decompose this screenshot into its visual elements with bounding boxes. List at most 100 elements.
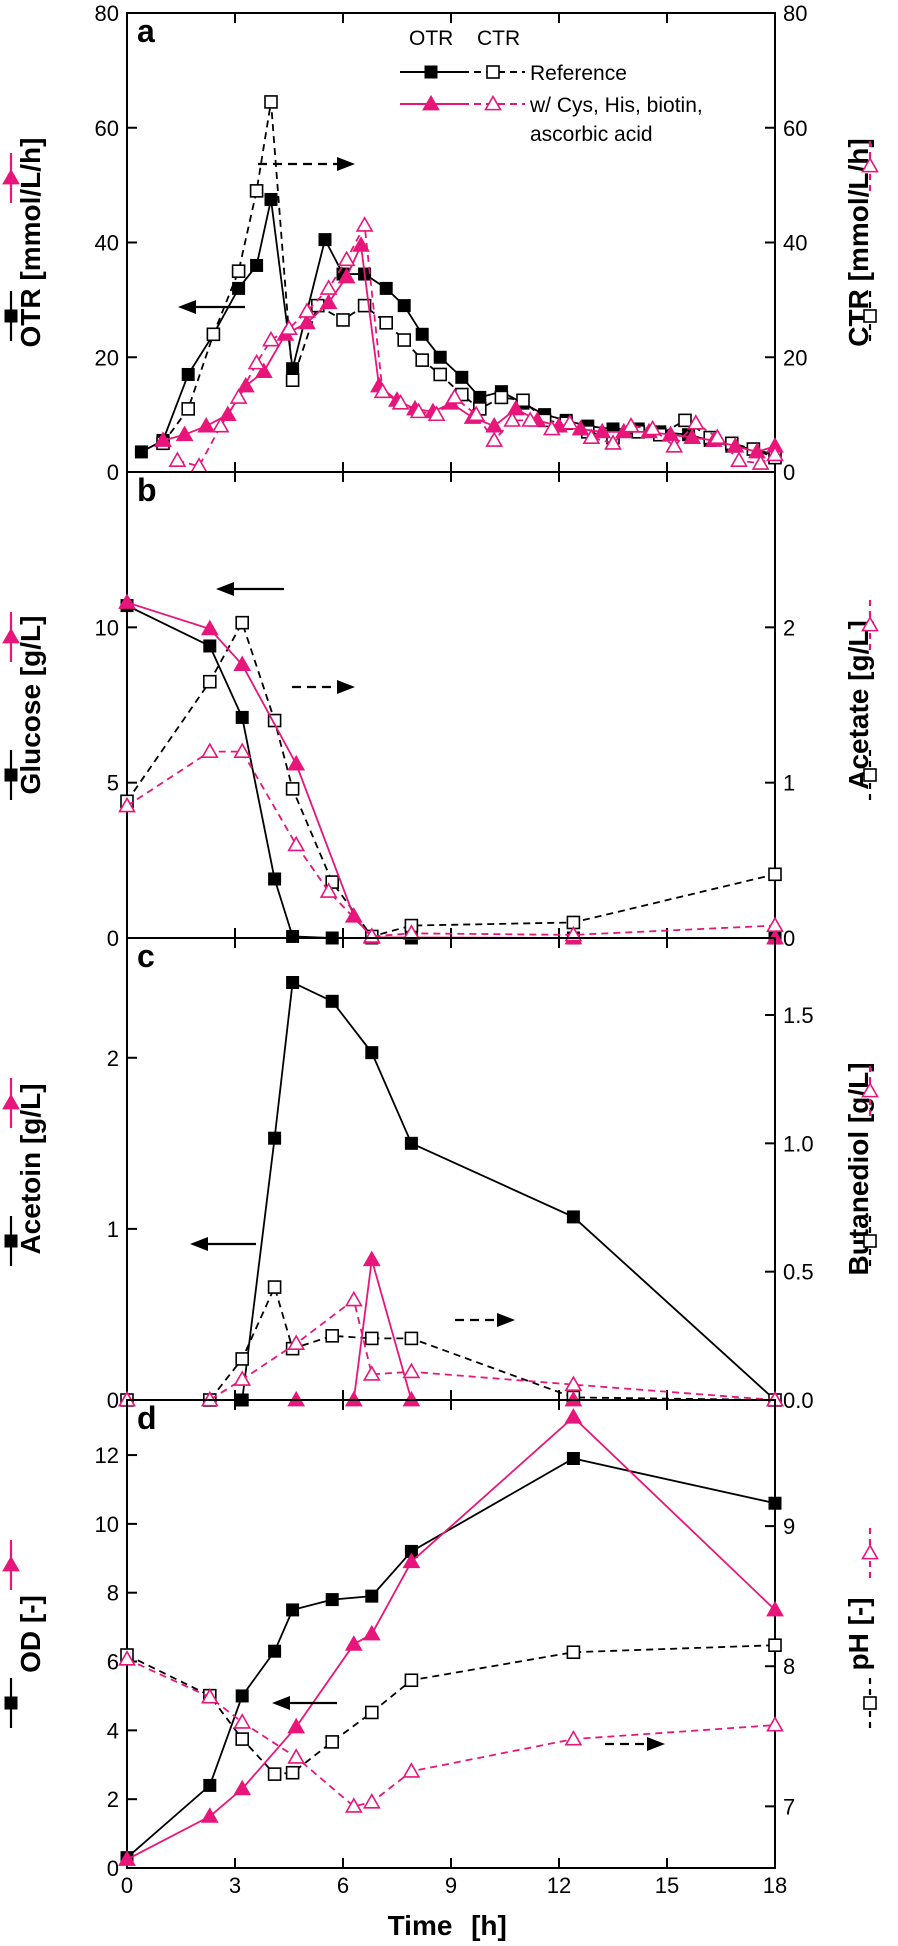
- right-tick-label: 2: [783, 615, 795, 640]
- data-point: [564, 1408, 583, 1424]
- data-point: [344, 1290, 363, 1307]
- key-marker: [2, 1093, 20, 1110]
- data-point: [373, 382, 392, 399]
- data-point: [203, 639, 217, 653]
- right-axis-arrow: [258, 157, 355, 171]
- data-point: [415, 327, 429, 341]
- data-point: [203, 674, 217, 689]
- data-point: [235, 1689, 249, 1703]
- right-tick-label: 0.5: [783, 1260, 814, 1285]
- data-point: [118, 1650, 136, 1666]
- data-point: [402, 1762, 421, 1778]
- series-line: [162, 101, 776, 459]
- plot-frame: [126, 1399, 776, 1869]
- data-point: [233, 742, 252, 759]
- data-point: [643, 419, 662, 436]
- right-tick-label: 20: [783, 345, 807, 370]
- data-point: [298, 313, 316, 330]
- left-tick-label: 10: [95, 1512, 119, 1537]
- left-axis-arrow: [216, 582, 284, 596]
- data-point: [235, 615, 249, 630]
- series-ph-treatment: [118, 1650, 784, 1813]
- key-marker: [4, 309, 18, 323]
- right-axis-title: Acetate [g/L]: [843, 620, 874, 790]
- data-point: [404, 1136, 418, 1150]
- right-tick-label: 0: [783, 460, 795, 485]
- plot-frame: [126, 471, 776, 939]
- data-point: [118, 1850, 136, 1866]
- right-key-reference: [863, 1216, 877, 1266]
- left-tick-label: 4: [107, 1718, 119, 1743]
- data-point: [250, 258, 264, 272]
- left-tick-label: 10: [95, 615, 119, 640]
- data-point: [287, 835, 306, 852]
- left-axis-title: Acetoin [g/L]: [15, 1083, 46, 1254]
- data-point: [364, 1705, 379, 1720]
- data-point: [402, 1362, 421, 1379]
- data-point: [362, 1250, 381, 1267]
- data-point: [751, 454, 770, 470]
- data-point: [766, 1715, 784, 1732]
- key-marker: [4, 1234, 18, 1248]
- data-point: [467, 405, 486, 422]
- key-marker: [4, 1696, 18, 1710]
- data-point: [362, 1624, 381, 1641]
- key-marker: [4, 768, 18, 782]
- data-point: [521, 411, 540, 427]
- left-key-treatment: [2, 612, 20, 662]
- legend-treatment-label-2: ascorbic acid: [530, 123, 653, 146]
- data-point: [768, 1496, 782, 1510]
- right-tick-label: 0.0: [783, 1388, 814, 1413]
- series-line: [126, 1658, 776, 1808]
- data-point: [516, 393, 530, 408]
- key-marker: [863, 1696, 877, 1710]
- data-point: [319, 882, 338, 898]
- left-key-treatment: [2, 153, 20, 203]
- right-tick-label: 1.0: [783, 1131, 814, 1156]
- data-point: [683, 428, 702, 445]
- data-point: [355, 216, 374, 232]
- data-point: [678, 413, 692, 428]
- data-point: [200, 742, 219, 759]
- data-point: [325, 994, 339, 1008]
- plot-frame: [126, 937, 776, 1401]
- x-axis-title: Time: [388, 1910, 453, 1941]
- data-point: [267, 1280, 282, 1294]
- series-line: [126, 601, 775, 939]
- left-tick-label: 2: [107, 1046, 119, 1071]
- data-point: [233, 1713, 252, 1729]
- data-point: [249, 184, 264, 198]
- key-marker: [861, 1543, 879, 1560]
- data-point: [154, 431, 172, 447]
- data-point: [285, 1765, 300, 1780]
- data-point: [235, 710, 249, 724]
- left-axis-title: Glucose [g/L]: [15, 616, 46, 795]
- right-tick-label: 9: [783, 1514, 795, 1539]
- data-point: [236, 376, 255, 393]
- data-point: [445, 388, 464, 404]
- data-point: [337, 267, 356, 284]
- series-acetoin-reference: [120, 975, 782, 1407]
- left-tick-label: 0: [107, 926, 119, 951]
- right-key-reference: [863, 750, 877, 800]
- key-marker: [863, 309, 877, 323]
- legend-marker: [486, 65, 500, 79]
- key-marker: [2, 168, 20, 185]
- data-point: [344, 1635, 363, 1651]
- data-point: [665, 437, 684, 453]
- series-acetate-treatment: [118, 742, 784, 943]
- right-key-treatment: [861, 600, 879, 650]
- data-point: [365, 1589, 379, 1603]
- data-point: [287, 1334, 306, 1350]
- data-point: [352, 236, 370, 252]
- data-point: [254, 362, 273, 379]
- series-ph-reference: [120, 1638, 782, 1781]
- data-point: [325, 1593, 339, 1607]
- data-point: [766, 916, 784, 932]
- data-point: [118, 796, 136, 813]
- data-point: [262, 330, 280, 347]
- data-point: [247, 353, 266, 370]
- data-point: [362, 1793, 381, 1809]
- data-point: [686, 414, 705, 430]
- x-tick-label: 9: [445, 1873, 457, 1898]
